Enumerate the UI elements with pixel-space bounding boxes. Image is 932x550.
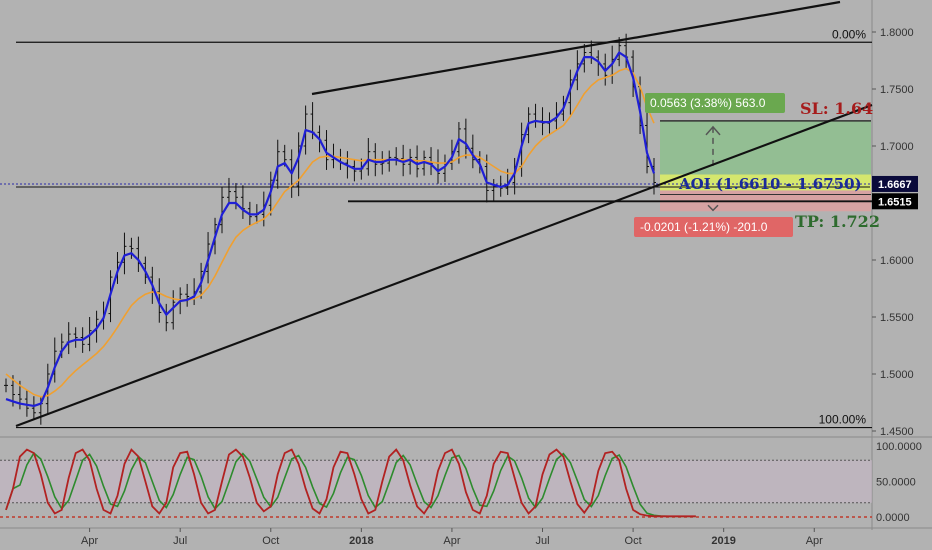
target-arrow-head [705, 125, 721, 136]
time-tick-label: Apr [806, 535, 823, 547]
profit-zone [660, 120, 871, 175]
oscillator-tick-label: 50.0000 [876, 477, 916, 489]
oscillator-tick-label: 0.0000 [876, 512, 910, 524]
time-tick-label: Jul [535, 535, 549, 547]
tp-label: TP: 1.722 [795, 212, 880, 231]
time-tick-label: Oct [625, 535, 642, 547]
price-tag-bg [872, 193, 918, 210]
profit-box [645, 93, 785, 113]
price-tick-label: 1.4500 [880, 426, 914, 438]
price-tick-label: 1.8000 [880, 27, 914, 39]
price-tick-label: 1.7000 [880, 141, 914, 153]
time-tick-label: Jul [173, 535, 187, 547]
fib-level-100-label: 100.00% [819, 413, 867, 427]
price-tick-label: 1.5000 [880, 369, 914, 381]
price-tick-label: 1.7500 [880, 84, 914, 96]
rising-resistance-trendline [311, 0, 841, 96]
price-tick-label: 1.6000 [880, 255, 914, 267]
time-tick-label: 2019 [711, 535, 735, 547]
price-tag-label: 1.6515 [878, 196, 912, 208]
time-tick-label: Apr [443, 535, 460, 547]
price-tick-label: 1.5500 [880, 312, 914, 324]
fib-level-0-label: 0.00% [832, 27, 866, 41]
oscillator-tick-label: 100.0000 [876, 441, 922, 453]
rising-support-trendline [15, 103, 873, 428]
price-tag-label: 1.6667 [878, 179, 912, 191]
aoi-label: AOI (1.6610 - 1.6750) [678, 175, 862, 193]
time-tick-label: Oct [262, 535, 279, 547]
oscillator-d-line [5, 451, 696, 518]
loss-box-label: -0.0201 (-1.21%) -201.0 [640, 220, 768, 234]
sl-label: SL: 1.64 [800, 99, 873, 118]
profit-box-label: 0.0563 (3.38%) 563.0 [650, 96, 766, 110]
loss-box [634, 217, 793, 237]
time-tick-label: 2018 [349, 535, 373, 547]
time-tick-label: Apr [81, 535, 98, 547]
stop-arrow-head [707, 204, 719, 212]
aoi-zone [660, 174, 871, 191]
price-axis-bg [872, 0, 932, 550]
oscillator-k-line [5, 448, 696, 518]
price-tag-bg [872, 175, 918, 192]
fast-moving-average-line [5, 51, 656, 407]
